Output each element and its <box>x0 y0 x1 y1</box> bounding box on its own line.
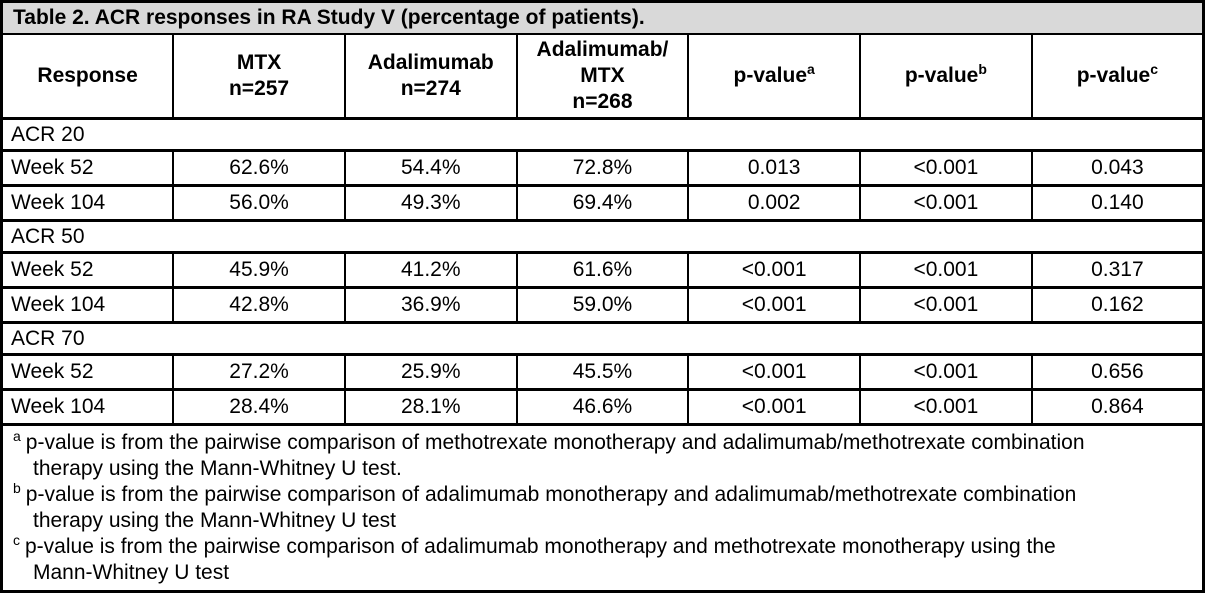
row-label: Week 52 <box>0 353 175 391</box>
col-header-pvalue: p-valuea <box>687 33 862 120</box>
data-cell: 0.043 <box>1030 149 1205 187</box>
table-row: Week 104 42.8% 36.9% 59.0% <0.001 <0.001 0.162 <box>0 286 1205 324</box>
row-label: Week 52 <box>0 149 175 187</box>
footnotes-row: a p-value is from the pairwise comparison… <box>0 423 1205 593</box>
data-cell: <0.001 <box>859 149 1033 187</box>
data-cell: <0.001 <box>687 353 862 391</box>
table-row: Week 52 62.6% 54.4% 72.8% 0.013 <0.001 0.043 <box>0 149 1205 187</box>
data-cell: <0.001 <box>687 286 862 324</box>
section-label: ACR 70 <box>0 321 1205 356</box>
data-cell: 59.0% <box>515 286 690 324</box>
data-cell: 42.8% <box>172 286 346 324</box>
data-cell: 0.162 <box>1030 286 1205 324</box>
section-row: ACR 20 <box>0 117 1205 152</box>
data-cell: <0.001 <box>859 251 1033 289</box>
section-row: ACR 50 <box>0 219 1205 254</box>
data-cell: 56.0% <box>172 184 346 222</box>
data-cell: 36.9% <box>343 286 518 324</box>
row-label: Week 52 <box>0 251 175 289</box>
data-cell: <0.001 <box>687 251 862 289</box>
col-header-pvalue: p-valueb <box>859 33 1033 120</box>
data-cell: 0.656 <box>1030 353 1205 391</box>
data-cell: 72.8% <box>515 149 690 187</box>
section-label: ACR 50 <box>0 219 1205 254</box>
data-cell: 0.013 <box>687 149 862 187</box>
table-title: Table 2. ACR responses in RA Study V (pe… <box>0 0 1205 35</box>
footnote-marker: b <box>13 480 21 496</box>
footnotes-cell: a p-value is from the pairwise comparison… <box>0 423 1205 593</box>
footnote-marker: a <box>13 428 21 444</box>
data-cell: 25.9% <box>343 353 518 391</box>
row-label: Week 104 <box>0 184 175 222</box>
data-cell: 45.5% <box>515 353 690 391</box>
footnote-marker: b <box>978 61 987 77</box>
footnote-c: c p-value is from the pairwise comparison… <box>13 532 1056 584</box>
data-cell: 54.4% <box>343 149 518 187</box>
table-row: Week 104 28.4% 28.1% 46.6% <0.001 <0.001 0.864 <box>0 388 1205 426</box>
data-cell: 27.2% <box>172 353 346 391</box>
row-label: Week 104 <box>0 286 175 324</box>
footnote-b: b p-value is from the pairwise comparison… <box>13 480 1077 532</box>
col-header-treatment: MTX n=257 <box>172 33 346 120</box>
data-cell: 41.2% <box>343 251 518 289</box>
col-header-pvalue: p-valuec <box>1030 33 1205 120</box>
data-cell: 46.6% <box>515 388 690 426</box>
data-cell: <0.001 <box>859 353 1033 391</box>
data-cell: 49.3% <box>343 184 518 222</box>
data-cell: 69.4% <box>515 184 690 222</box>
header-row: Response MTX n=257 Adalimumab n=274 Adalimuma… <box>0 33 1205 120</box>
col-header-treatment: Adalimumab n=274 <box>343 33 518 120</box>
data-cell: <0.001 <box>859 286 1033 324</box>
data-cell: 0.140 <box>1030 184 1205 222</box>
row-label: Week 104 <box>0 388 175 426</box>
data-cell: 62.6% <box>172 149 346 187</box>
data-cell: 0.317 <box>1030 251 1205 289</box>
footnote-marker: c <box>13 532 20 548</box>
table-row: Week 104 56.0% 49.3% 69.4% 0.002 <0.001 0.140 <box>0 184 1205 222</box>
data-cell: 45.9% <box>172 251 346 289</box>
table-row: Week 52 27.2% 25.9% 45.5% <0.001 <0.001 0.656 <box>0 353 1205 391</box>
col-header-response: Response <box>0 33 175 120</box>
table-row: Week 52 45.9% 41.2% 61.6% <0.001 <0.001 0.317 <box>0 251 1205 289</box>
col-header-treatment: Adalimumab/MTX n=268 <box>515 33 690 120</box>
section-label: ACR 20 <box>0 117 1205 152</box>
data-cell: 0.864 <box>1030 388 1205 426</box>
data-cell: <0.001 <box>859 184 1033 222</box>
data-cell: <0.001 <box>859 388 1033 426</box>
table-title-row: Table 2. ACR responses in RA Study V (pe… <box>0 0 1205 35</box>
footnote-marker: c <box>1150 61 1159 77</box>
footnote-a: a p-value is from the pairwise comparison… <box>13 428 1085 480</box>
data-cell: 61.6% <box>515 251 690 289</box>
data-cell: 28.1% <box>343 388 518 426</box>
section-row: ACR 70 <box>0 321 1205 356</box>
data-cell: 28.4% <box>172 388 346 426</box>
data-cell: 0.002 <box>687 184 862 222</box>
data-cell: <0.001 <box>687 388 862 426</box>
footnote-marker: a <box>807 61 815 77</box>
